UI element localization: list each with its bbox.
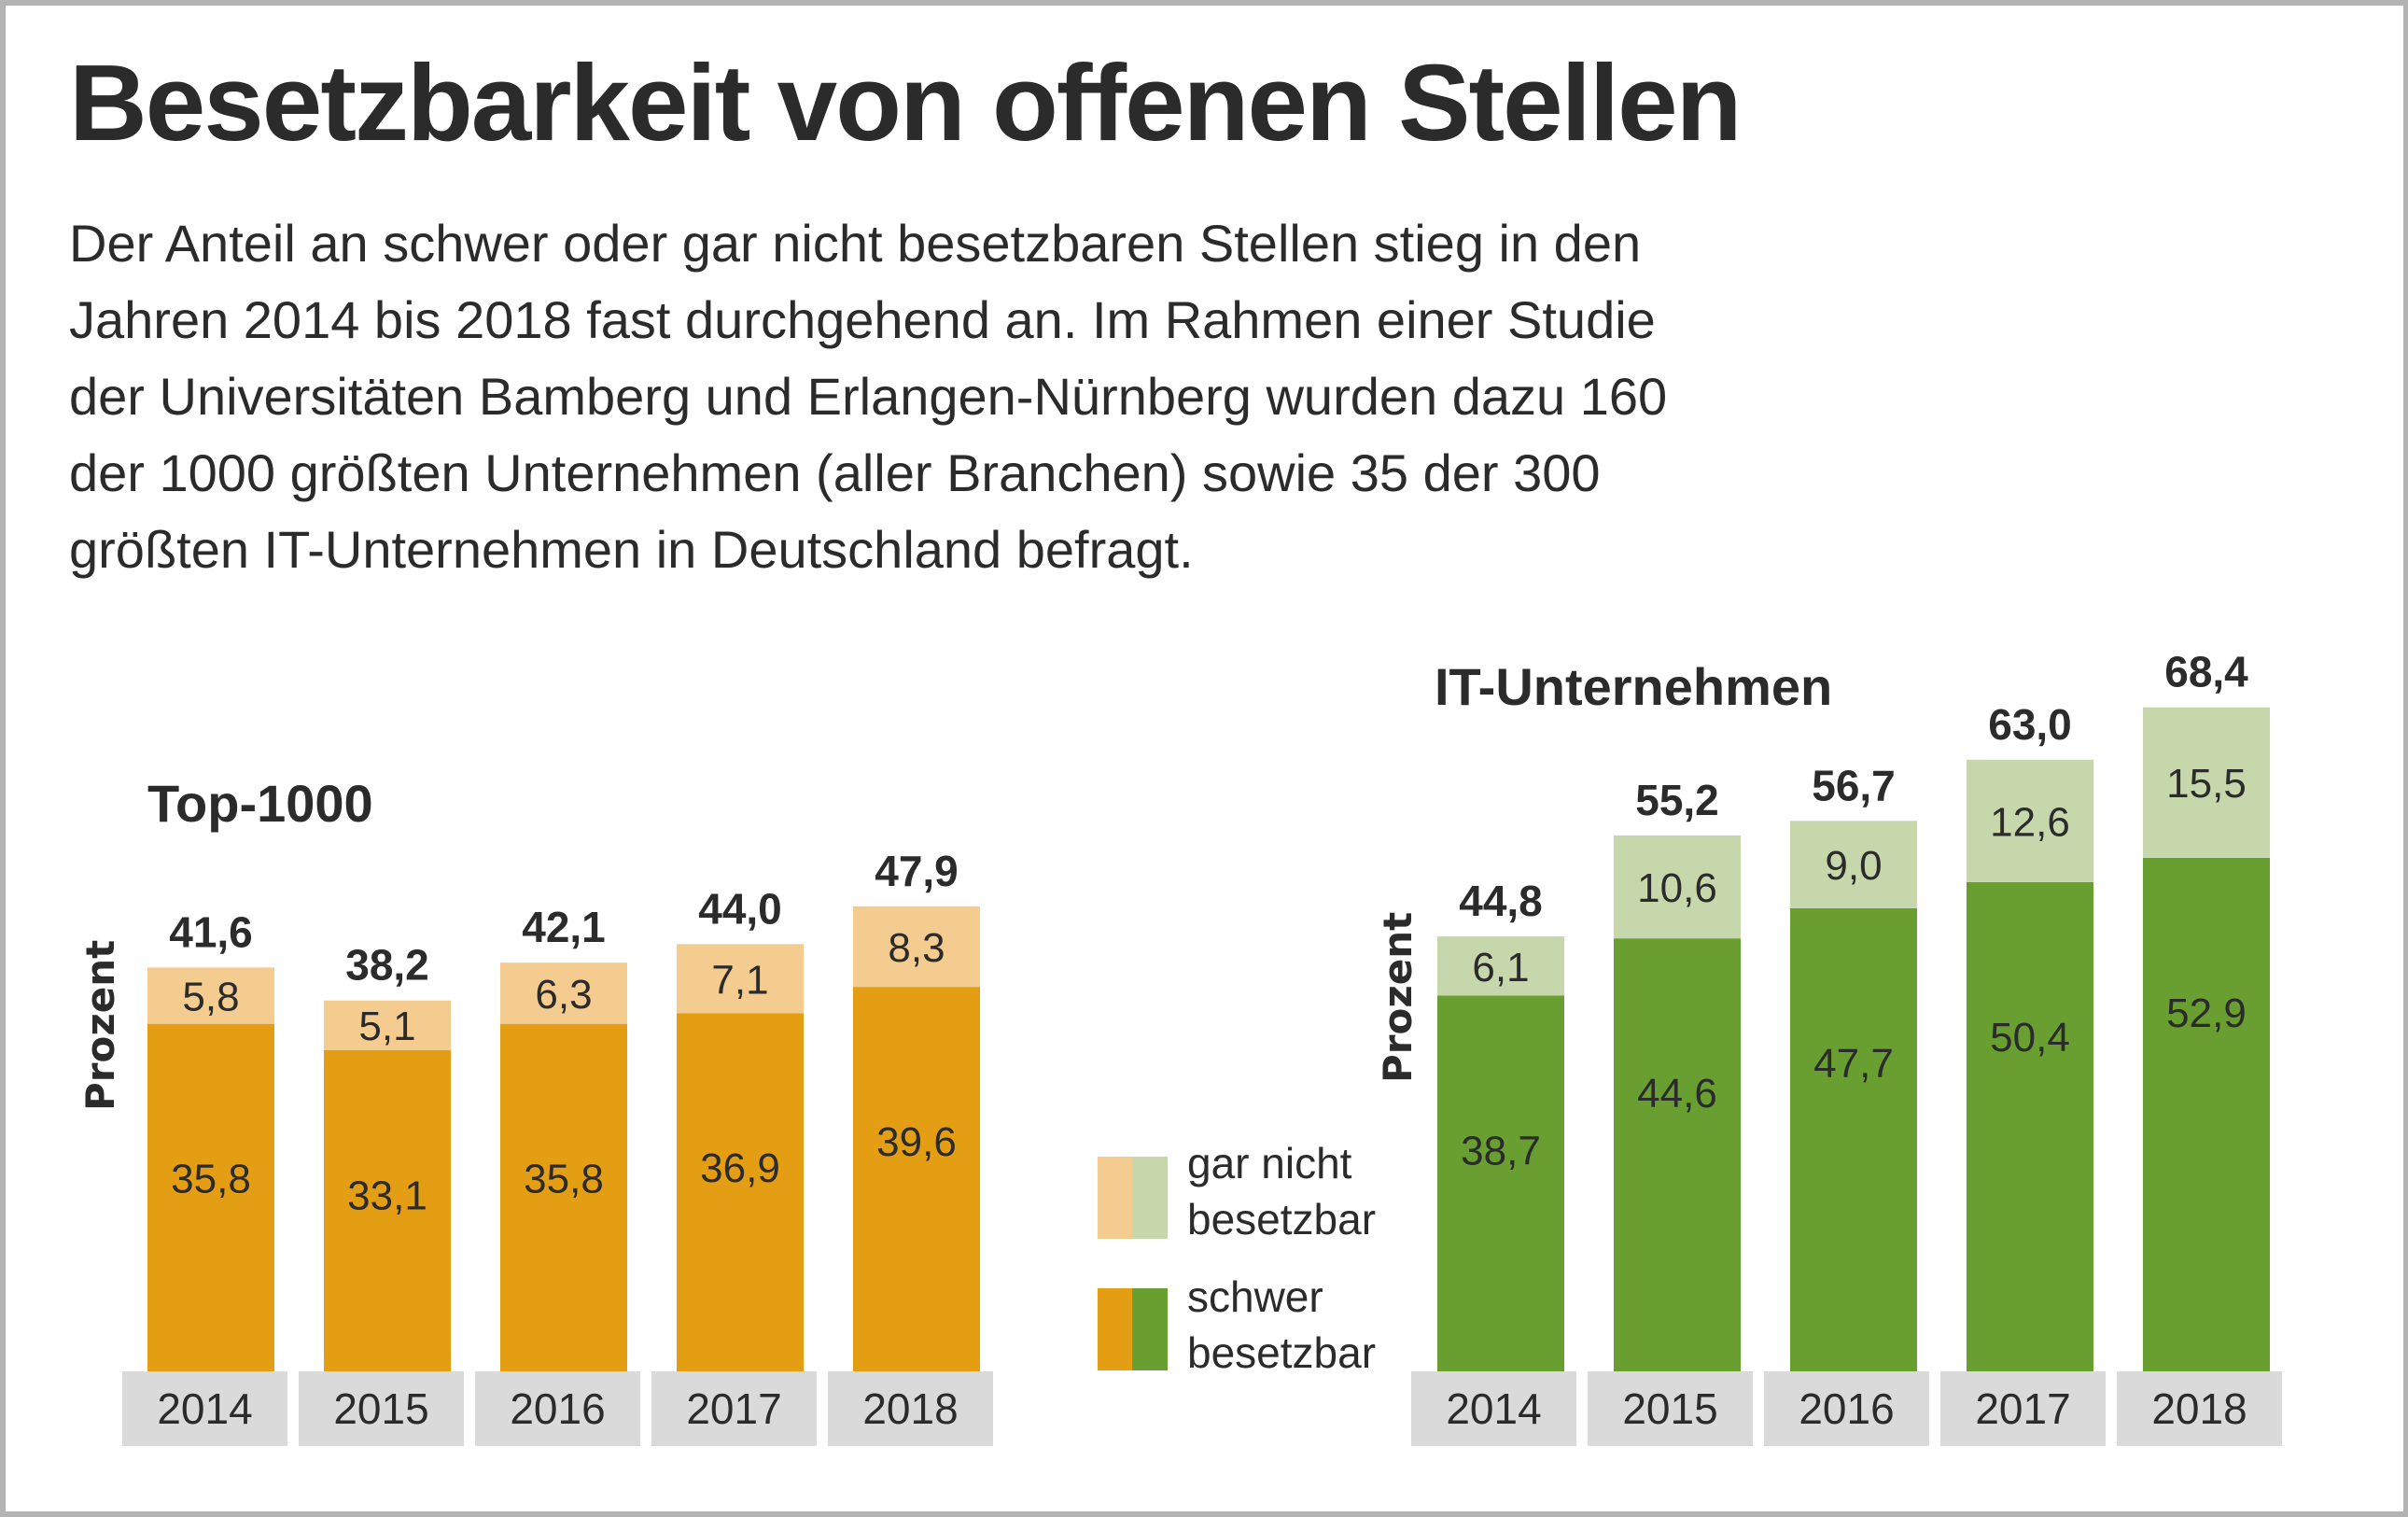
year-box: [1588, 1371, 1753, 1446]
bar-segment-schwer: [1437, 995, 1564, 1371]
data-label-schwer: 36,9: [700, 1145, 780, 1191]
year-box: [651, 1371, 817, 1446]
bar-segment-gar-nicht: [147, 967, 274, 1024]
data-label-gar-nicht: 10,6: [1637, 865, 1717, 911]
legend-label-schwer-line1: schwer: [1187, 1272, 1323, 1321]
data-label-gar-nicht: 6,3: [535, 972, 592, 1018]
data-label-total: 44,8: [1459, 877, 1543, 925]
data-label-gar-nicht: 7,1: [711, 957, 768, 1003]
bar-segment-gar-nicht: [1967, 759, 2093, 882]
data-label-schwer: 52,9: [2166, 990, 2247, 1036]
legend-swatch-gar-nicht-green: [1132, 1157, 1168, 1239]
chart-title-it-unternehmen: IT-Unternehmen: [1435, 657, 1832, 716]
bar-segment-gar-nicht: [677, 944, 804, 1014]
data-label-total: 44,0: [698, 884, 782, 933]
data-label-gar-nicht: 6,1: [1472, 945, 1529, 990]
data-label-total: 68,4: [2164, 648, 2248, 696]
bar-segment-schwer: [147, 1023, 274, 1371]
legend-swatch-schwer-orange: [1098, 1288, 1132, 1370]
bar-segment-schwer: [1790, 907, 1917, 1371]
legend-swatch-schwer-green: [1132, 1288, 1168, 1370]
y-axis-label: Prozent: [77, 940, 123, 1111]
legend-label-gar-nicht-line1: gar nicht: [1187, 1139, 1352, 1187]
data-label-schwer: 44,6: [1637, 1071, 1717, 1117]
intro-line: größten IT-Unternehmen in Deutschland be…: [69, 520, 1194, 579]
year-box: [475, 1371, 640, 1446]
x-tick-label: 2016: [510, 1384, 605, 1433]
data-label-schwer: 35,8: [171, 1157, 251, 1202]
data-label-gar-nicht: 12,6: [1990, 799, 2070, 845]
x-tick-label: 2016: [1799, 1384, 1894, 1433]
bar-segment-schwer: [1967, 881, 2093, 1371]
chart-title-top-1000: Top-1000: [147, 774, 373, 833]
x-tick-label: 2014: [157, 1384, 252, 1433]
legend-label-schwer-line2: besetzbar: [1187, 1328, 1376, 1377]
legend: gar nicht besetzbar schwer besetzbar: [1098, 1139, 1376, 1377]
data-label-gar-nicht: 9,0: [1825, 843, 1882, 889]
bar-segment-schwer: [677, 1013, 804, 1371]
data-label-schwer: 38,7: [1461, 1129, 1541, 1174]
bar-segment-gar-nicht: [1437, 936, 1564, 996]
bar-segment-schwer: [324, 1049, 451, 1371]
bar-segment-gar-nicht: [324, 1000, 451, 1050]
year-box: [299, 1371, 464, 1446]
data-label-total: 38,2: [345, 941, 429, 990]
data-label-schwer: 50,4: [1990, 1015, 2070, 1060]
intro-text: Der Anteil an schwer oder gar nicht bese…: [69, 205, 2122, 588]
x-tick-label: 2015: [333, 1384, 428, 1433]
year-box: [2117, 1371, 2282, 1446]
bar-segment-gar-nicht: [853, 906, 980, 988]
year-box: [122, 1371, 287, 1446]
x-tick-label: 2017: [1975, 1384, 2070, 1433]
year-box: [1940, 1371, 2106, 1446]
bar-segment-schwer: [500, 1023, 627, 1371]
bar-segment-gar-nicht: [1614, 835, 1741, 939]
year-box: [1764, 1371, 1929, 1446]
bar-segment-gar-nicht: [2143, 707, 2270, 858]
x-tick-label: 2018: [2151, 1384, 2247, 1433]
bar-segment-schwer: [1614, 938, 1741, 1371]
data-label-total: 56,7: [1812, 761, 1896, 809]
bar-segment-schwer: [853, 987, 980, 1371]
chart-it-unternehmen: IT-Unternehmen Prozent 38,7 6,1 44,8 2014 44…: [1375, 648, 2282, 1446]
page-title: Besetzbarkeit von offenen Stellen: [69, 42, 1742, 163]
data-label-schwer: 35,8: [524, 1157, 604, 1202]
data-label-schwer: 33,1: [347, 1173, 427, 1219]
chart-top-1000: Top-1000 Prozent 35,8 5,8 41,6 2014 33,1 5,1 3…: [77, 774, 993, 1446]
data-label-total: 55,2: [1635, 776, 1719, 824]
intro-line: der Universitäten Bamberg und Erlangen-N…: [69, 367, 1668, 426]
intro-line: der 1000 größten Unternehmen (aller Bran…: [69, 443, 1601, 502]
bar-segment-schwer: [2143, 857, 2270, 1371]
x-tick-label: 2017: [686, 1384, 781, 1433]
data-label-total: 41,6: [169, 907, 253, 956]
data-label-gar-nicht: 8,3: [888, 925, 945, 971]
bar-segment-gar-nicht: [500, 962, 627, 1024]
data-label-total: 63,0: [1988, 700, 2072, 749]
data-label-total: 47,9: [875, 847, 959, 895]
data-label-schwer: 47,7: [1813, 1041, 1894, 1087]
data-label-gar-nicht: 5,1: [358, 1004, 415, 1049]
x-tick-label: 2018: [862, 1384, 958, 1433]
legend-swatch-gar-nicht-orange: [1098, 1157, 1132, 1239]
x-tick-label: 2014: [1446, 1384, 1541, 1433]
year-box: [828, 1371, 993, 1446]
data-label-gar-nicht: 5,8: [182, 975, 239, 1020]
intro-line: Jahren 2014 bis 2018 fast durchgehend an…: [69, 290, 1656, 349]
data-label-gar-nicht: 15,5: [2166, 761, 2247, 807]
y-axis-label: Prozent: [1375, 912, 1421, 1083]
year-box: [1411, 1371, 1576, 1446]
legend-label-gar-nicht-line2: besetzbar: [1187, 1195, 1376, 1243]
x-tick-label: 2015: [1622, 1384, 1717, 1433]
data-label-total: 42,1: [522, 903, 606, 951]
bar-segment-gar-nicht: [1790, 821, 1917, 908]
intro-line: Der Anteil an schwer oder gar nicht bese…: [69, 214, 1642, 273]
data-label-schwer: 39,6: [876, 1119, 957, 1165]
